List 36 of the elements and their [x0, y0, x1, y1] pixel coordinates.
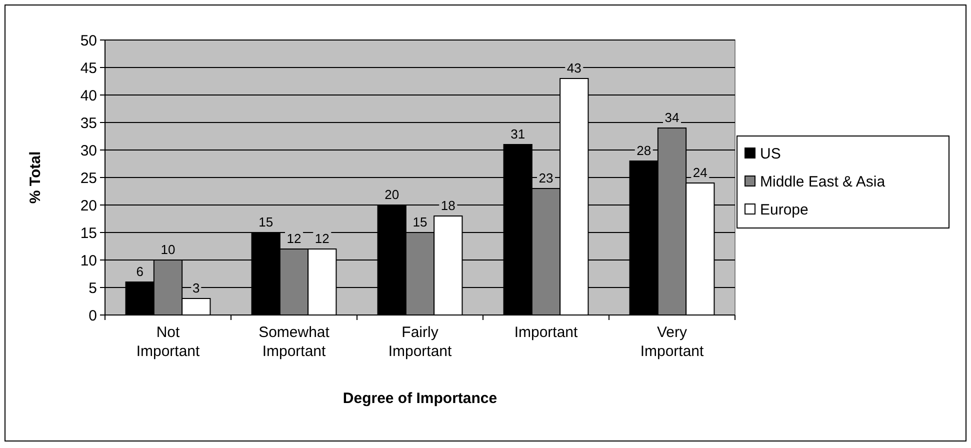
data-label: 15 [258, 214, 274, 230]
data-label: 34 [664, 110, 680, 125]
data-label: 18 [440, 198, 456, 213]
y-tick-label: 35 [80, 114, 97, 132]
legend-label: Middle East & Asia [760, 173, 886, 190]
data-label: 24 [692, 165, 708, 180]
x-tick-label: Very Important [640, 324, 705, 360]
y-tick-label: 0 [88, 307, 97, 324]
data-label: 28 [636, 143, 652, 158]
y-tick-label: 15 [80, 224, 97, 242]
legend-label: Europe [760, 201, 808, 218]
y-tick-label: 30 [80, 142, 97, 160]
y-tick-label: 10 [80, 252, 97, 270]
data-label: 31 [510, 126, 526, 142]
y-tick-label: 40 [80, 87, 97, 104]
data-label: 20 [384, 187, 400, 202]
legend-label: US [760, 145, 781, 162]
y-tick-label: 5 [88, 280, 97, 297]
y-tick-label: 20 [80, 197, 97, 214]
x-axis-title: Degree of Importance [342, 390, 498, 407]
data-label: 6 [136, 264, 144, 279]
data-label: 12 [314, 231, 330, 246]
y-tick-label: 45 [80, 60, 97, 77]
y-tick-label: 25 [80, 170, 97, 187]
data-label: 15 [412, 214, 428, 230]
x-tick-label: Somewhat Important [258, 324, 330, 360]
data-label: 10 [160, 242, 176, 257]
x-tick-label: Important [514, 324, 579, 341]
data-label: 12 [286, 231, 302, 246]
x-tick-label: Not Important [136, 324, 201, 360]
y-tick-label: 50 [80, 32, 97, 50]
data-label: 3 [192, 280, 200, 296]
data-label: 23 [538, 170, 554, 186]
y-axis-title: % Total [27, 151, 44, 204]
x-tick-label: Fairly Important [388, 324, 453, 360]
data-label: 43 [566, 60, 582, 76]
